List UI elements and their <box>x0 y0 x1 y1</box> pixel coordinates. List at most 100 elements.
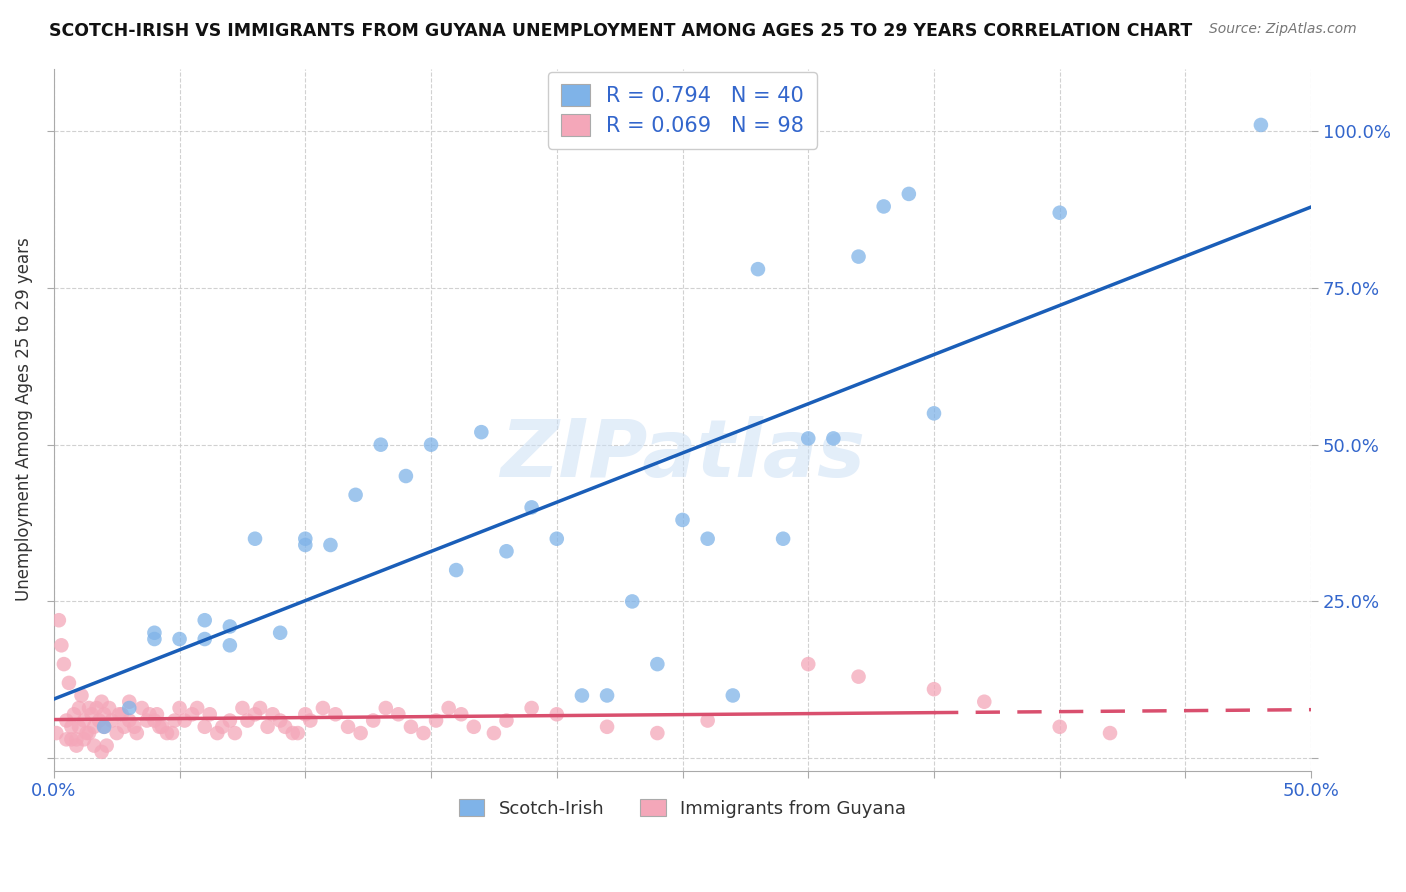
Point <box>1049 720 1071 734</box>
Point <box>173 714 195 728</box>
Point <box>218 638 240 652</box>
Point <box>747 262 769 277</box>
Point <box>58 676 80 690</box>
Point <box>100 714 122 728</box>
Point <box>45 726 67 740</box>
Point <box>55 714 77 728</box>
Point <box>218 714 240 728</box>
Point <box>207 726 229 740</box>
Point <box>249 701 271 715</box>
Point <box>349 726 371 740</box>
Point <box>269 714 291 728</box>
Point <box>1049 205 1071 219</box>
Point <box>86 701 108 715</box>
Text: SCOTCH-IRISH VS IMMIGRANTS FROM GUYANA UNEMPLOYMENT AMONG AGES 25 TO 29 YEARS CO: SCOTCH-IRISH VS IMMIGRANTS FROM GUYANA U… <box>49 22 1192 40</box>
Point <box>150 720 173 734</box>
Point <box>312 701 335 715</box>
Point <box>256 720 278 734</box>
Point <box>344 488 367 502</box>
Point <box>125 726 148 740</box>
Point <box>90 745 112 759</box>
Point <box>211 720 233 734</box>
Point <box>194 632 217 646</box>
Point <box>118 695 141 709</box>
Point <box>520 701 543 715</box>
Point <box>596 689 619 703</box>
Point <box>337 720 360 734</box>
Point <box>319 538 342 552</box>
Point <box>546 532 568 546</box>
Point <box>96 739 118 753</box>
Point <box>269 625 291 640</box>
Point <box>80 707 103 722</box>
Point <box>546 707 568 722</box>
Point <box>93 720 115 734</box>
Point <box>1098 726 1121 740</box>
Point <box>169 632 191 646</box>
Point <box>274 720 297 734</box>
Point <box>797 657 820 672</box>
Point <box>143 714 166 728</box>
Point <box>361 714 384 728</box>
Point <box>77 701 100 715</box>
Point <box>218 619 240 633</box>
Point <box>299 714 322 728</box>
Point <box>108 707 131 722</box>
Point <box>772 532 794 546</box>
Point <box>294 707 316 722</box>
Point <box>169 701 191 715</box>
Point <box>399 720 422 734</box>
Point <box>77 726 100 740</box>
Point <box>287 726 309 740</box>
Point <box>621 594 644 608</box>
Point <box>848 250 870 264</box>
Point <box>52 657 75 672</box>
Text: Source: ZipAtlas.com: Source: ZipAtlas.com <box>1209 22 1357 37</box>
Point <box>236 714 259 728</box>
Point <box>848 670 870 684</box>
Point <box>387 707 409 722</box>
Point <box>118 701 141 715</box>
Point <box>231 701 253 715</box>
Point <box>73 732 96 747</box>
Point <box>76 726 98 740</box>
Point <box>470 425 492 439</box>
Point <box>797 431 820 445</box>
Point <box>181 707 204 722</box>
Point <box>87 714 110 728</box>
Point <box>98 701 121 715</box>
Point <box>495 544 517 558</box>
Point <box>70 689 93 703</box>
Legend: Scotch-Irish, Immigrants from Guyana: Scotch-Irish, Immigrants from Guyana <box>451 792 914 825</box>
Point <box>412 726 434 740</box>
Point <box>596 720 619 734</box>
Point <box>647 657 669 672</box>
Point <box>243 707 266 722</box>
Point <box>55 732 77 747</box>
Point <box>374 701 396 715</box>
Point <box>294 538 316 552</box>
Point <box>450 707 472 722</box>
Point <box>73 714 96 728</box>
Point <box>922 406 945 420</box>
Point <box>897 186 920 201</box>
Point <box>135 714 157 728</box>
Point <box>60 720 83 734</box>
Y-axis label: Unemployment Among Ages 25 to 29 years: Unemployment Among Ages 25 to 29 years <box>15 238 32 601</box>
Point <box>294 532 316 546</box>
Point <box>90 695 112 709</box>
Point <box>370 438 392 452</box>
Point <box>243 532 266 546</box>
Point <box>721 689 744 703</box>
Point <box>138 707 160 722</box>
Point <box>148 720 170 734</box>
Point <box>1250 118 1272 132</box>
Point <box>696 714 718 728</box>
Point <box>67 720 90 734</box>
Point <box>425 714 447 728</box>
Point <box>262 707 284 722</box>
Point <box>224 726 246 740</box>
Point <box>143 625 166 640</box>
Point <box>146 707 169 722</box>
Point <box>112 720 135 734</box>
